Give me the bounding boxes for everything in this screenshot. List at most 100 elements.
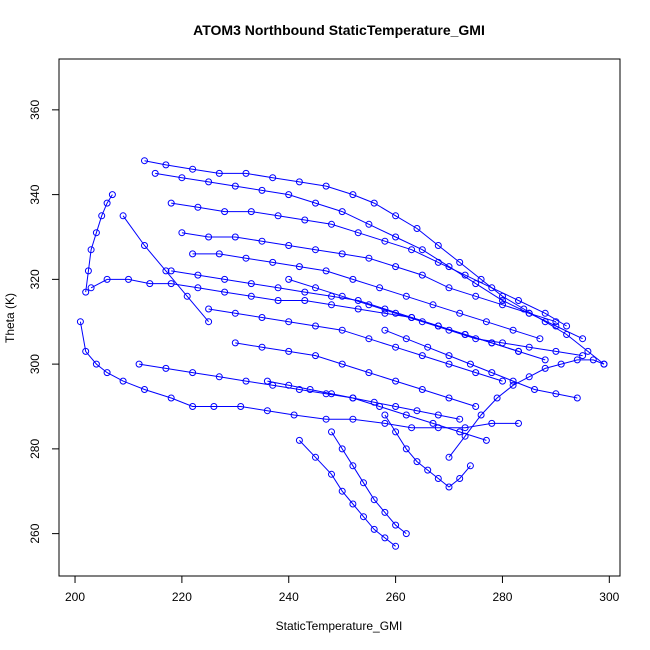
data-point bbox=[215, 169, 223, 177]
data-point bbox=[247, 280, 255, 288]
data-point bbox=[231, 339, 239, 347]
data-point bbox=[231, 182, 239, 190]
data-point bbox=[269, 258, 277, 266]
data-point bbox=[456, 415, 464, 423]
data-point bbox=[338, 445, 346, 453]
data-point bbox=[365, 220, 373, 228]
data-point bbox=[488, 419, 496, 427]
data-point bbox=[328, 301, 335, 309]
data-point bbox=[456, 309, 464, 317]
data-point bbox=[381, 237, 389, 245]
data-point bbox=[322, 182, 330, 190]
data-point bbox=[328, 220, 335, 228]
data-point bbox=[338, 292, 346, 300]
data-point bbox=[108, 191, 116, 199]
data-point bbox=[552, 390, 560, 398]
data-point bbox=[285, 242, 293, 249]
data-point bbox=[376, 403, 384, 410]
data-point bbox=[349, 394, 357, 402]
data-point bbox=[338, 208, 346, 216]
data-point bbox=[247, 208, 255, 216]
data-point bbox=[125, 275, 132, 283]
data-point bbox=[322, 267, 330, 275]
y-tick-label: 280 bbox=[28, 439, 42, 459]
series-line bbox=[448, 359, 605, 458]
y-axis: 260 280 300 320 340 360 bbox=[28, 100, 60, 544]
data-point bbox=[424, 466, 432, 474]
data-point bbox=[472, 369, 480, 377]
data-point bbox=[392, 309, 400, 317]
data-point bbox=[87, 284, 95, 292]
data-point bbox=[552, 322, 560, 330]
data-point bbox=[285, 275, 293, 283]
data-point bbox=[477, 411, 485, 419]
series-line bbox=[384, 414, 471, 488]
data-point bbox=[472, 403, 480, 410]
data-point bbox=[381, 508, 389, 516]
data-point bbox=[488, 284, 496, 292]
data-point bbox=[429, 419, 437, 427]
data-point bbox=[589, 356, 597, 364]
data-point bbox=[402, 292, 410, 300]
data-point bbox=[103, 275, 111, 283]
y-tick-label: 340 bbox=[28, 184, 42, 204]
data-point bbox=[381, 534, 389, 542]
data-point bbox=[456, 428, 464, 436]
data-point bbox=[189, 165, 197, 173]
data-point bbox=[92, 229, 100, 237]
data-point bbox=[509, 326, 517, 334]
series-line bbox=[79, 321, 519, 429]
data-point bbox=[573, 356, 581, 364]
data-point bbox=[76, 318, 84, 326]
data-point bbox=[392, 377, 400, 385]
series-13 bbox=[328, 428, 410, 538]
data-point bbox=[349, 191, 357, 199]
data-point bbox=[210, 403, 218, 410]
data-point bbox=[376, 284, 384, 292]
series-line bbox=[299, 440, 396, 547]
data-point bbox=[194, 203, 202, 211]
data-point bbox=[509, 381, 517, 389]
data-point bbox=[215, 250, 223, 258]
data-point bbox=[349, 500, 357, 508]
data-point bbox=[98, 212, 106, 220]
data-point bbox=[312, 352, 319, 360]
data-point bbox=[349, 415, 357, 423]
data-point bbox=[221, 208, 229, 216]
data-point bbox=[338, 326, 346, 334]
data-point bbox=[162, 161, 170, 169]
data-point bbox=[167, 267, 175, 275]
series-16 bbox=[135, 360, 490, 444]
data-point bbox=[370, 496, 378, 504]
data-point bbox=[418, 271, 426, 279]
data-point bbox=[295, 386, 303, 393]
data-point bbox=[167, 199, 175, 207]
series-line bbox=[208, 308, 503, 382]
data-point bbox=[392, 263, 400, 271]
data-point bbox=[301, 297, 309, 304]
data-point bbox=[221, 275, 229, 283]
series-0 bbox=[76, 318, 522, 432]
data-point bbox=[258, 314, 266, 321]
data-point bbox=[499, 301, 506, 309]
data-point bbox=[274, 297, 282, 304]
data-point bbox=[418, 318, 426, 326]
data-point bbox=[418, 352, 426, 360]
data-point bbox=[370, 525, 378, 533]
data-point bbox=[301, 288, 309, 296]
data-point bbox=[418, 386, 426, 393]
data-point bbox=[392, 343, 400, 351]
data-point bbox=[370, 199, 378, 207]
series-line bbox=[288, 278, 583, 357]
data-point bbox=[322, 415, 330, 423]
data-point bbox=[285, 191, 293, 199]
data-point bbox=[541, 364, 549, 372]
data-point bbox=[205, 318, 213, 326]
data-point bbox=[525, 309, 533, 317]
data-point bbox=[285, 347, 293, 355]
data-point bbox=[263, 407, 271, 415]
data-point bbox=[493, 394, 501, 402]
data-point bbox=[461, 424, 469, 432]
data-point bbox=[365, 335, 373, 343]
